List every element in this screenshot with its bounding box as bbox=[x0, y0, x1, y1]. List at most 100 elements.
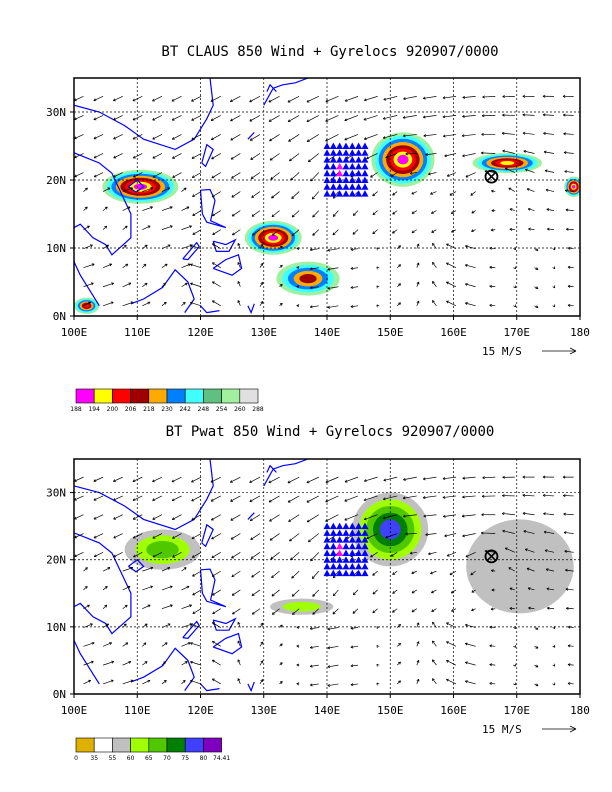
wind-arrow-head bbox=[416, 300, 420, 304]
wind-arrow bbox=[102, 187, 111, 192]
wind-arrow bbox=[481, 114, 496, 118]
wind-arrow-shaft bbox=[122, 604, 128, 610]
wind-arrow-head bbox=[422, 495, 426, 499]
wind-arrow-head bbox=[504, 547, 508, 551]
wind-arrow-shaft bbox=[93, 552, 104, 557]
wind-arrow-shaft bbox=[181, 263, 191, 269]
wind-arrow bbox=[289, 533, 300, 542]
colorbar-label: 75 bbox=[181, 755, 189, 762]
wind-arrow-shaft bbox=[432, 659, 437, 666]
wind-arrow bbox=[172, 533, 182, 539]
wind-arrow bbox=[392, 589, 398, 594]
colorbar-label: 35 bbox=[90, 755, 98, 762]
wind-arrow-head bbox=[382, 516, 386, 520]
wind-arrow-shaft bbox=[181, 680, 186, 685]
wind-arrow-head bbox=[352, 231, 356, 235]
gyreloc-marker bbox=[329, 562, 337, 570]
wind-arrow-shaft bbox=[93, 134, 104, 140]
wind-arrow-head bbox=[431, 230, 435, 233]
gyreloc-marker bbox=[323, 176, 331, 183]
wind-arrow bbox=[161, 225, 173, 230]
wind-arrow-head bbox=[491, 569, 494, 573]
wind-arrow-shaft bbox=[231, 210, 241, 217]
wind-arrow-shaft bbox=[142, 225, 151, 230]
wind-arrow-head bbox=[310, 178, 314, 182]
wind-arrow bbox=[396, 264, 401, 268]
wind-arrow-shaft bbox=[268, 476, 280, 484]
wind-arrow-shaft bbox=[451, 608, 457, 612]
colorbar-swatch bbox=[184, 388, 204, 404]
wind-arrow-head bbox=[480, 151, 484, 155]
wind-arrow bbox=[152, 115, 163, 121]
wind-arrow-head bbox=[567, 303, 571, 307]
wind-arrow bbox=[132, 115, 143, 121]
wind-arrow bbox=[161, 623, 171, 628]
wind-arrow bbox=[161, 566, 171, 572]
wind-arrow bbox=[73, 96, 84, 102]
wind-arrow bbox=[229, 96, 241, 102]
wind-arrow-head bbox=[111, 660, 114, 664]
wind-arrow-head bbox=[522, 493, 526, 497]
wind-arrow-head bbox=[428, 172, 431, 176]
wind-arrow-head bbox=[392, 591, 396, 594]
wind-arrow-shaft bbox=[161, 225, 173, 230]
wind-arrow bbox=[268, 115, 280, 122]
wind-arrow-shaft bbox=[122, 586, 131, 591]
coastline bbox=[247, 303, 255, 315]
wind-arrow bbox=[73, 495, 84, 501]
wind-arrow bbox=[450, 589, 457, 594]
wind-arrow bbox=[396, 624, 401, 628]
wind-arrow bbox=[542, 94, 555, 98]
wind-arrow-shaft bbox=[543, 494, 555, 497]
wind-arrow-shaft bbox=[567, 664, 574, 666]
wind-arrow-head bbox=[268, 480, 272, 484]
wind-arrow bbox=[306, 134, 319, 143]
wind-arrow bbox=[432, 621, 437, 628]
storm-center-marker bbox=[484, 549, 499, 564]
wind-arrow-shaft bbox=[83, 206, 88, 211]
gyreloc-center-marker bbox=[336, 542, 344, 550]
wind-arrow-head bbox=[143, 263, 147, 267]
wind-arrow-head bbox=[309, 286, 313, 290]
wind-arrow-head bbox=[171, 479, 175, 483]
wind-arrow-head bbox=[269, 138, 272, 142]
wind-arrow-head bbox=[523, 530, 527, 533]
wind-arrow-head bbox=[132, 155, 136, 159]
wind-arrow bbox=[490, 228, 496, 232]
gyreloc-marker bbox=[323, 536, 331, 543]
wind-arrow-head bbox=[74, 174, 78, 178]
wind-arrow-head bbox=[231, 593, 235, 596]
wind-arrow-head bbox=[491, 209, 495, 213]
wind-arrow-shaft bbox=[364, 134, 378, 140]
wind-arrow-head bbox=[230, 137, 234, 141]
wind-arrow-shaft bbox=[237, 659, 241, 666]
wind-arrow-head bbox=[291, 575, 295, 579]
colorbar-swatch bbox=[148, 388, 168, 404]
wind-arrow-shaft bbox=[259, 301, 264, 306]
wind-arrow-shaft bbox=[372, 191, 378, 197]
wind-arrow-shaft bbox=[522, 132, 535, 135]
wind-arrow bbox=[210, 96, 221, 102]
wind-arrow-shaft bbox=[544, 170, 555, 173]
wind-arrow bbox=[471, 608, 476, 612]
wind-arrow-shaft bbox=[505, 547, 515, 553]
wind-arrow bbox=[513, 266, 516, 270]
wind-arrow-head bbox=[279, 264, 283, 268]
wind-arrow-head bbox=[84, 187, 88, 191]
wind-arrow-shaft bbox=[444, 153, 457, 157]
wind-arrow bbox=[350, 266, 359, 270]
wind-arrow-head bbox=[535, 664, 539, 668]
wind-arrow-head bbox=[430, 571, 433, 575]
colorbar-label: 188 bbox=[70, 406, 82, 413]
wind-arrow bbox=[428, 551, 437, 556]
wind-arrow bbox=[352, 229, 359, 235]
wind-arrow-shaft bbox=[192, 229, 202, 235]
wind-arrow bbox=[142, 301, 151, 307]
wind-arrow bbox=[442, 134, 457, 138]
wind-arrow-head bbox=[109, 263, 112, 267]
wind-arrow bbox=[425, 533, 437, 537]
wind-arrow-shaft bbox=[83, 586, 88, 591]
field-contour bbox=[299, 273, 317, 284]
wind-arrow-head bbox=[211, 622, 215, 625]
wind-arrow-shaft bbox=[350, 267, 359, 270]
